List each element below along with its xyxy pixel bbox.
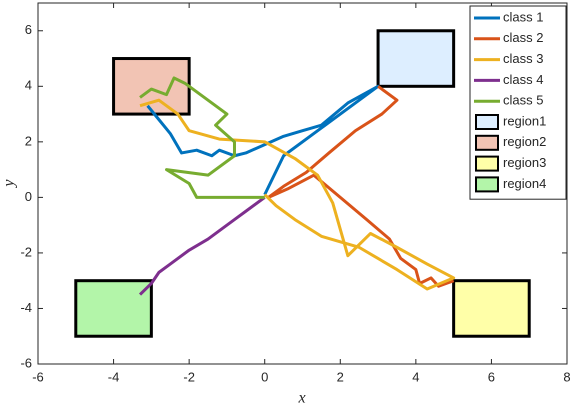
- x-tick-label: 2: [337, 369, 344, 384]
- series-line: [139, 76, 265, 199]
- legend-swatch: [475, 176, 499, 193]
- x-tick-label: 0: [261, 369, 268, 384]
- legend-label: region2: [503, 134, 546, 149]
- legend-swatch: [475, 155, 499, 172]
- legend-label: class 4: [503, 72, 543, 87]
- legend-label: class 5: [503, 93, 543, 108]
- legend-swatch: [475, 114, 499, 130]
- y-tick-label: -4: [20, 300, 32, 315]
- legend-label: class 3: [503, 51, 543, 66]
- x-tick-label: 6: [488, 369, 495, 384]
- x-tick-label: -6: [32, 369, 44, 384]
- region: [112, 57, 191, 116]
- y-tick-label: 2: [25, 133, 32, 148]
- x-tick-label: 4: [412, 369, 419, 384]
- legend-label: class 1: [503, 9, 543, 24]
- x-tick-label: -4: [108, 369, 120, 384]
- series-line: [138, 196, 266, 296]
- y-tick-label: -6: [20, 355, 32, 370]
- x-tick-label: 8: [563, 369, 570, 384]
- legend-label: class 2: [503, 30, 543, 45]
- y-tick-label: -2: [20, 244, 32, 259]
- region: [376, 29, 456, 88]
- region: [452, 279, 531, 338]
- series-line: [139, 98, 456, 291]
- y-tick-label: 4: [25, 78, 32, 93]
- y-tick-label: 6: [25, 22, 32, 37]
- region: [74, 279, 153, 338]
- legend-label: region4: [503, 176, 546, 191]
- y-tick-label: 0: [25, 189, 32, 204]
- legend-swatch: [475, 134, 499, 151]
- series-line: [146, 84, 380, 196]
- legend-label: region3: [503, 155, 546, 170]
- x-tick-label: -2: [183, 369, 195, 384]
- y-label: y: [1, 179, 18, 189]
- legend-label: region1: [503, 113, 546, 128]
- x-label: x: [297, 390, 305, 407]
